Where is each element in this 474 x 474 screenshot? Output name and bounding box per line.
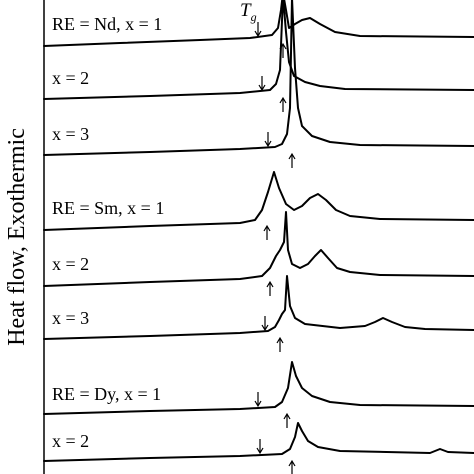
tg-label: Tg [240,0,257,24]
tx-arrow-2 [279,96,287,112]
tg-arrow-5 [266,280,274,296]
tg-arrow-2 [258,76,266,92]
curve-label-3: x = 3 [52,124,89,144]
tg-arrow-1 [254,22,262,38]
curve-label-8: x = 2 [52,431,89,451]
tg-arrow-3 [264,132,272,148]
curve-label-5: x = 2 [52,254,89,274]
curve-label-1: RE = Nd, x = 1 [52,14,162,34]
dsc-curve-6 [43,275,474,340]
curve-label-6: x = 3 [52,308,89,328]
dsc-curve-1 [43,0,474,47]
curves-group: RE = Nd, x = 1 x = 2 x = 3 RE = Sm, x = 1 x … [43,0,474,474]
tx-arrow-8 [288,459,296,474]
dsc-curve-5 [43,211,474,287]
tx-arrow-7 [283,412,291,428]
tg-arrow-6 [261,316,269,332]
dsc-curve-3 [43,0,474,156]
curve-label-2: x = 2 [52,68,89,88]
dsc-curve-2 [43,0,474,100]
tg-arrow-4 [263,224,271,240]
tg-arrow-7 [254,392,262,408]
y-axis-label: Heat flow, Exothermic [4,128,30,346]
tx-arrow-6 [276,336,284,352]
dsc-curve-7 [43,361,474,415]
dsc-curve-8 [43,422,474,462]
curve-label-4: RE = Sm, x = 1 [52,198,164,218]
tg-arrow-8 [256,439,264,455]
tx-arrow-3 [288,152,296,168]
curve-label-7: RE = Dy, x = 1 [52,384,161,404]
dsc-curve-4 [43,171,474,231]
